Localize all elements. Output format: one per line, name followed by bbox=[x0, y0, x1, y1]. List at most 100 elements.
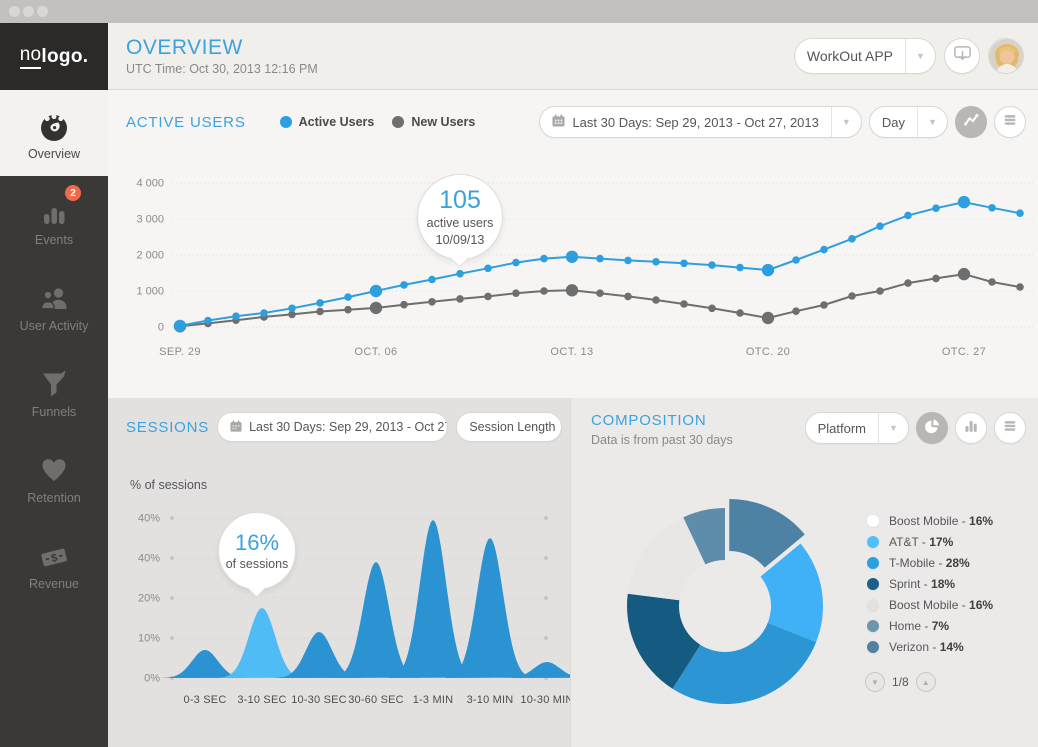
legend-dot bbox=[867, 556, 879, 569]
svg-text:$: $ bbox=[50, 552, 59, 565]
composition-legend-item: Home - 7% bbox=[867, 615, 993, 636]
svg-text:3-10 MIN: 3-10 MIN bbox=[467, 694, 514, 706]
legend-dot bbox=[867, 514, 879, 527]
sessions-y-axis-label: % of sessions bbox=[130, 478, 208, 492]
legend-dot bbox=[867, 640, 879, 653]
user-avatar[interactable] bbox=[988, 38, 1024, 74]
legend-label: Boost Mobile - 16% bbox=[889, 597, 994, 612]
chart-menu-button[interactable] bbox=[994, 106, 1026, 138]
window-titlebar bbox=[0, 0, 1038, 23]
svg-text:0-3 SEC: 0-3 SEC bbox=[184, 694, 227, 706]
app-header: OVERVIEW UTC Time: Oct 30, 2013 12:16 PM… bbox=[108, 23, 1038, 90]
svg-text:40%: 40% bbox=[138, 513, 160, 525]
session-metric-dropdown[interactable]: Session Length ▼ bbox=[456, 412, 562, 442]
bar-chart-icon: 2 bbox=[37, 185, 81, 229]
svg-text:0: 0 bbox=[158, 322, 164, 334]
sidebar-item-user-activity[interactable]: User Activity bbox=[0, 262, 108, 348]
svg-text:10%: 10% bbox=[138, 633, 160, 645]
composition-title: COMPOSITION bbox=[591, 412, 707, 429]
svg-text:4 000: 4 000 bbox=[136, 178, 164, 190]
sidebar-item-funnels[interactable]: Funnels bbox=[0, 348, 108, 434]
money-icon: $ bbox=[36, 535, 72, 573]
active-users-title: ACTIVE USERS bbox=[126, 113, 246, 131]
sessions-distribution-chart: 0% 10% 20% 40% 40% 0-3 SEC 3-10 SEC 10-30 SEC 30… bbox=[138, 513, 570, 706]
line-chart-legend: Active Users New Users bbox=[279, 115, 475, 129]
export-window-icon bbox=[953, 44, 972, 68]
date-range-dropdown[interactable]: Last 30 Days: Sep 29, 2013 - Oct 27, 201… bbox=[539, 106, 862, 138]
svg-text:OTC. 27: OTC. 27 bbox=[942, 346, 986, 358]
window-dot[interactable] bbox=[37, 6, 48, 17]
legend-dot bbox=[867, 619, 879, 632]
events-badge: 2 bbox=[65, 185, 81, 201]
legend-label: T-Mobile - 28% bbox=[889, 555, 970, 570]
legend-label: Boost Mobile - 16% bbox=[889, 513, 994, 528]
composition-legend-item: AT&T - 17% bbox=[867, 531, 993, 552]
platform-filter-dropdown[interactable]: Platform ▼ bbox=[804, 412, 909, 444]
window-dot[interactable] bbox=[9, 6, 20, 17]
active-users-line-chart: 0 1 000 2 000 3 000 4 000 SEP. 29 OCT. 06 OCT. … bbox=[136, 178, 1034, 358]
funnel-icon bbox=[37, 363, 71, 401]
sidebar-item-label: Revenue bbox=[28, 577, 80, 591]
granularity-dropdown[interactable]: Day ▼ bbox=[868, 106, 948, 138]
line-chart-tooltip: 105 active users 10/09/13 bbox=[417, 174, 503, 268]
chevron-down-icon: ▼ bbox=[905, 39, 935, 73]
calendar-icon bbox=[230, 419, 242, 435]
sidebar-item-retention[interactable]: Retention bbox=[0, 434, 108, 520]
pie-view-button[interactable] bbox=[916, 412, 948, 444]
svg-text:0%: 0% bbox=[144, 673, 160, 685]
svg-text:2 000: 2 000 bbox=[136, 250, 164, 262]
composition-legend-item: Boost Mobile - 16% bbox=[867, 510, 993, 531]
legend-pager: ▼ 1/8 ▲ bbox=[865, 672, 936, 692]
sidebar-item-revenue[interactable]: $ Revenue bbox=[0, 520, 108, 606]
menu-icon bbox=[1001, 111, 1019, 134]
legend-dot bbox=[867, 598, 879, 611]
legend-new-users[interactable]: New Users bbox=[392, 115, 475, 129]
active-users-panel: ACTIVE USERS Active Users New Users bbox=[108, 90, 1038, 398]
composition-donut-chart bbox=[626, 498, 824, 704]
gauge-icon bbox=[37, 105, 71, 143]
legend-dot bbox=[279, 116, 292, 128]
chevron-down-icon: ▼ bbox=[830, 107, 861, 137]
composition-legend-item: Sprint - 18% bbox=[867, 573, 993, 594]
calendar-icon bbox=[552, 114, 565, 130]
line-chart-view-button[interactable] bbox=[955, 106, 987, 138]
legend-label: AT&T - 17% bbox=[889, 534, 954, 549]
svg-text:OTC. 20: OTC. 20 bbox=[746, 346, 790, 358]
composition-subtitle: Data is from past 30 days bbox=[591, 433, 733, 447]
bar-view-button[interactable] bbox=[955, 412, 987, 444]
sessions-date-range-dropdown[interactable]: Last 30 Days: Sep 29, 2013 - Oct 27, 201… bbox=[217, 412, 449, 442]
window-dot[interactable] bbox=[23, 6, 34, 17]
sessions-panel: SESSIONS Last 30 Days: Sep 29, 2013 - Oc… bbox=[108, 398, 570, 747]
legend-dot bbox=[392, 116, 405, 128]
composition-legend-item: Boost Mobile - 16% bbox=[867, 594, 993, 615]
chevron-down-icon: ▼ bbox=[917, 107, 947, 137]
pager-down-button[interactable]: ▼ bbox=[865, 672, 885, 692]
app-logo: no logo. bbox=[0, 23, 108, 90]
svg-text:30-60 SEC: 30-60 SEC bbox=[348, 694, 404, 706]
sessions-tooltip: 16% of sessions bbox=[218, 512, 296, 598]
composition-menu-button[interactable] bbox=[994, 412, 1026, 444]
composition-legend-item: Verizon - 14% bbox=[867, 636, 993, 657]
page-title: OVERVIEW bbox=[126, 36, 243, 59]
svg-text:1-3 MIN: 1-3 MIN bbox=[413, 694, 454, 706]
pager-up-button[interactable]: ▲ bbox=[915, 672, 936, 692]
composition-panel: COMPOSITION Data is from past 30 days Pl… bbox=[570, 398, 1038, 747]
svg-text:3 000: 3 000 bbox=[136, 214, 164, 226]
svg-text:3-10 SEC: 3-10 SEC bbox=[237, 694, 286, 706]
sidebar-item-label: Retention bbox=[27, 491, 81, 505]
legend-label: Verizon - 14% bbox=[889, 639, 964, 654]
composition-legend-item: T-Mobile - 28% bbox=[867, 552, 993, 573]
legend-active-users[interactable]: Active Users bbox=[279, 115, 374, 129]
sidebar-item-label: Funnels bbox=[31, 405, 77, 419]
pie-chart-icon bbox=[923, 417, 941, 440]
legend-dot bbox=[867, 577, 879, 590]
app-selector-dropdown[interactable]: WorkOut APP ▼ bbox=[793, 38, 936, 74]
svg-text:OCT. 13: OCT. 13 bbox=[550, 346, 593, 358]
sidebar: no logo. Overview 2 Events bbox=[0, 23, 108, 747]
sidebar-item-events[interactable]: 2 Events bbox=[0, 176, 108, 262]
svg-text:10-30 MIN: 10-30 MIN bbox=[520, 694, 570, 706]
sidebar-item-overview[interactable]: Overview bbox=[0, 90, 108, 176]
export-window-button[interactable] bbox=[944, 38, 980, 74]
svg-text:20%: 20% bbox=[138, 593, 160, 605]
sidebar-item-label: User Activity bbox=[19, 319, 89, 333]
